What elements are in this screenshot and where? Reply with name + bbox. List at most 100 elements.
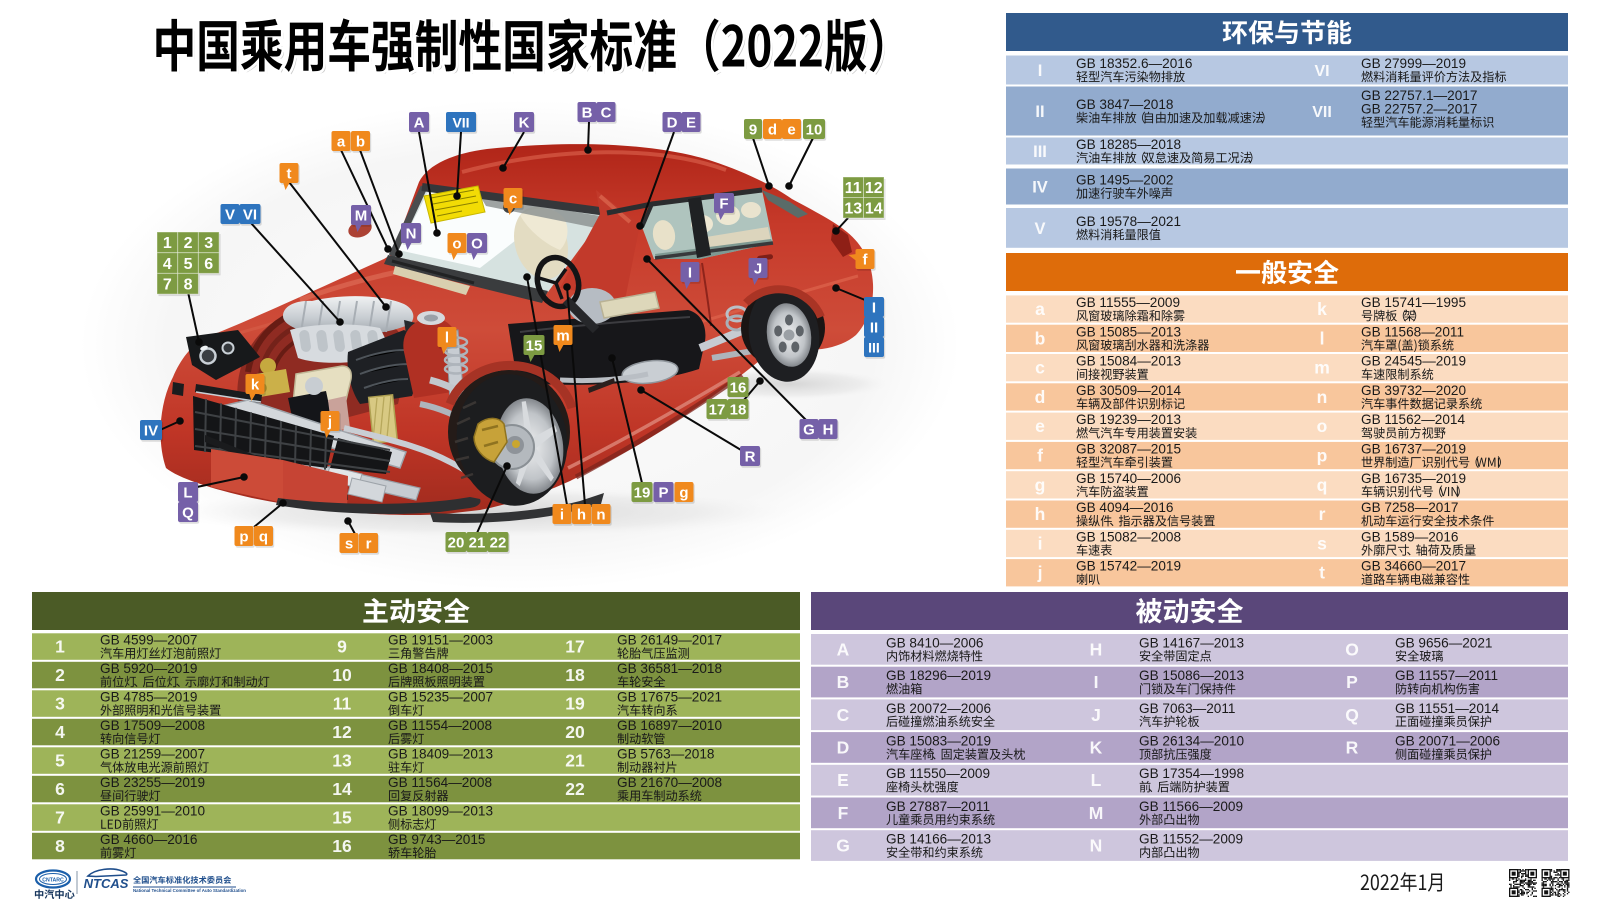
- svg-text:GB 23255—2019: GB 23255—2019: [100, 775, 205, 790]
- svg-text:2: 2: [55, 665, 65, 685]
- svg-text:h: h: [577, 506, 586, 523]
- svg-text:a: a: [337, 133, 346, 150]
- svg-text:GB 19578—2021: GB 19578—2021: [1076, 214, 1181, 229]
- svg-text:4: 4: [55, 722, 65, 742]
- svg-text:GB 3847—2018: GB 3847—2018: [1076, 97, 1174, 112]
- svg-text:O: O: [1345, 639, 1359, 659]
- svg-text:GB 11555—2009: GB 11555—2009: [1076, 295, 1180, 310]
- svg-text:L: L: [183, 484, 192, 501]
- svg-text:II: II: [870, 319, 878, 336]
- svg-text:D: D: [837, 738, 850, 758]
- svg-text:3: 3: [204, 235, 213, 252]
- svg-text:L: L: [1091, 770, 1102, 790]
- svg-text:GB 15235—2007: GB 15235—2007: [388, 690, 493, 705]
- svg-text:1: 1: [163, 235, 172, 252]
- svg-text:H: H: [1090, 639, 1103, 659]
- svg-text:10: 10: [806, 121, 823, 138]
- svg-text:GB 15742—2019: GB 15742—2019: [1076, 559, 1181, 574]
- svg-text:7: 7: [163, 276, 172, 293]
- svg-text:G: G: [803, 421, 815, 438]
- svg-text:I: I: [688, 264, 692, 281]
- svg-text:GB 15086—2013: GB 15086—2013: [1139, 668, 1244, 683]
- svg-text:GB 4599—2007: GB 4599—2007: [100, 633, 198, 648]
- svg-text:GB 17509—2008: GB 17509—2008: [100, 718, 205, 733]
- svg-text:GB 18099—2013: GB 18099—2013: [388, 804, 493, 819]
- svg-text:m: m: [1314, 358, 1330, 378]
- svg-text:V: V: [1034, 220, 1045, 238]
- svg-text:GB 18296—2019: GB 18296—2019: [886, 668, 991, 683]
- svg-text:GB 11557—2011: GB 11557—2011: [1395, 668, 1498, 683]
- svg-text:b: b: [1035, 328, 1046, 348]
- svg-text:i: i: [560, 506, 564, 523]
- svg-text:GB 17675—2021: GB 17675—2021: [617, 690, 722, 705]
- svg-text:GB 11552—2009: GB 11552—2009: [1139, 832, 1243, 847]
- svg-text:GB 1495—2002: GB 1495—2002: [1076, 173, 1174, 188]
- svg-text:I: I: [1094, 672, 1099, 692]
- svg-text:GB 19239—2013: GB 19239—2013: [1076, 412, 1181, 427]
- svg-text:20: 20: [565, 722, 585, 742]
- svg-text:GB 7258—2017: GB 7258—2017: [1361, 500, 1459, 515]
- svg-text:14: 14: [332, 779, 352, 799]
- svg-text:E: E: [837, 770, 849, 790]
- svg-text:NTCAS: NTCAS: [84, 876, 129, 891]
- svg-text:E: E: [686, 114, 696, 131]
- svg-text:GB 18409—2013: GB 18409—2013: [388, 747, 493, 762]
- svg-text:VI: VI: [1314, 63, 1329, 80]
- svg-text:9: 9: [749, 121, 757, 138]
- svg-text:16: 16: [730, 379, 747, 396]
- svg-text:17: 17: [709, 401, 726, 418]
- svg-text:R: R: [745, 448, 756, 465]
- svg-text:P: P: [658, 484, 668, 501]
- svg-text:j: j: [327, 413, 332, 430]
- svg-text:GB 11566—2009: GB 11566—2009: [1139, 799, 1243, 814]
- svg-text:K: K: [519, 114, 530, 131]
- svg-text:IV: IV: [144, 422, 158, 439]
- svg-text:GB 15085—2013: GB 15085—2013: [1076, 324, 1181, 339]
- svg-text:GB 22757.1—2017: GB 22757.1—2017: [1361, 88, 1477, 103]
- svg-text:N: N: [1090, 836, 1103, 856]
- svg-text:8: 8: [184, 276, 193, 293]
- svg-text:GB 11551—2014: GB 11551—2014: [1395, 701, 1499, 716]
- svg-text:l: l: [445, 329, 449, 346]
- svg-text:p: p: [239, 528, 248, 545]
- svg-text:12: 12: [332, 722, 352, 742]
- svg-text:p: p: [1317, 446, 1328, 466]
- svg-text:GB 5920—2019: GB 5920—2019: [100, 661, 198, 676]
- svg-text:GB 21670—2008: GB 21670—2008: [617, 775, 722, 790]
- svg-text:Q: Q: [182, 504, 194, 521]
- svg-text:8: 8: [55, 836, 65, 856]
- svg-text:II: II: [1035, 103, 1044, 121]
- svg-text:GB 1589—2016: GB 1589—2016: [1361, 529, 1459, 544]
- svg-text:13: 13: [844, 200, 862, 217]
- svg-text:GB 32087—2015: GB 32087—2015: [1076, 442, 1181, 457]
- svg-text:GB 11568—2011: GB 11568—2011: [1361, 324, 1464, 339]
- svg-text:J: J: [754, 260, 762, 277]
- svg-text:V: V: [225, 206, 235, 223]
- svg-text:GB 20071—2006: GB 20071—2006: [1395, 734, 1500, 749]
- svg-text:Q: Q: [1345, 705, 1359, 725]
- svg-text:G: G: [836, 836, 850, 856]
- svg-text:GB 30509—2014: GB 30509—2014: [1076, 383, 1181, 398]
- svg-text:15: 15: [332, 808, 352, 828]
- svg-text:22: 22: [490, 534, 507, 551]
- svg-text:19: 19: [634, 484, 651, 501]
- svg-text:n: n: [1317, 387, 1328, 407]
- svg-text:GB 14167—2013: GB 14167—2013: [1139, 635, 1244, 650]
- svg-text:A: A: [414, 114, 425, 131]
- svg-text:s: s: [1317, 533, 1327, 553]
- svg-text:K: K: [1090, 738, 1103, 758]
- svg-text:r: r: [1319, 504, 1326, 524]
- svg-text:d: d: [768, 121, 777, 138]
- svg-text:k: k: [251, 376, 260, 393]
- svg-text:I: I: [1038, 62, 1043, 80]
- svg-text:16: 16: [332, 836, 352, 856]
- svg-text:GB 18352.6—2016: GB 18352.6—2016: [1076, 56, 1192, 71]
- svg-text:III: III: [868, 339, 880, 355]
- svg-text:GB 26149—2017: GB 26149—2017: [617, 633, 722, 648]
- svg-text:VI: VI: [243, 206, 257, 223]
- svg-text:GB 24545—2019: GB 24545—2019: [1361, 354, 1466, 369]
- svg-text:GB 4094—2016: GB 4094—2016: [1076, 500, 1174, 515]
- svg-text:GB 19151—2003: GB 19151—2003: [388, 633, 493, 648]
- svg-text:20: 20: [448, 534, 465, 551]
- svg-text:GB 17354—1998: GB 17354—1998: [1139, 766, 1244, 781]
